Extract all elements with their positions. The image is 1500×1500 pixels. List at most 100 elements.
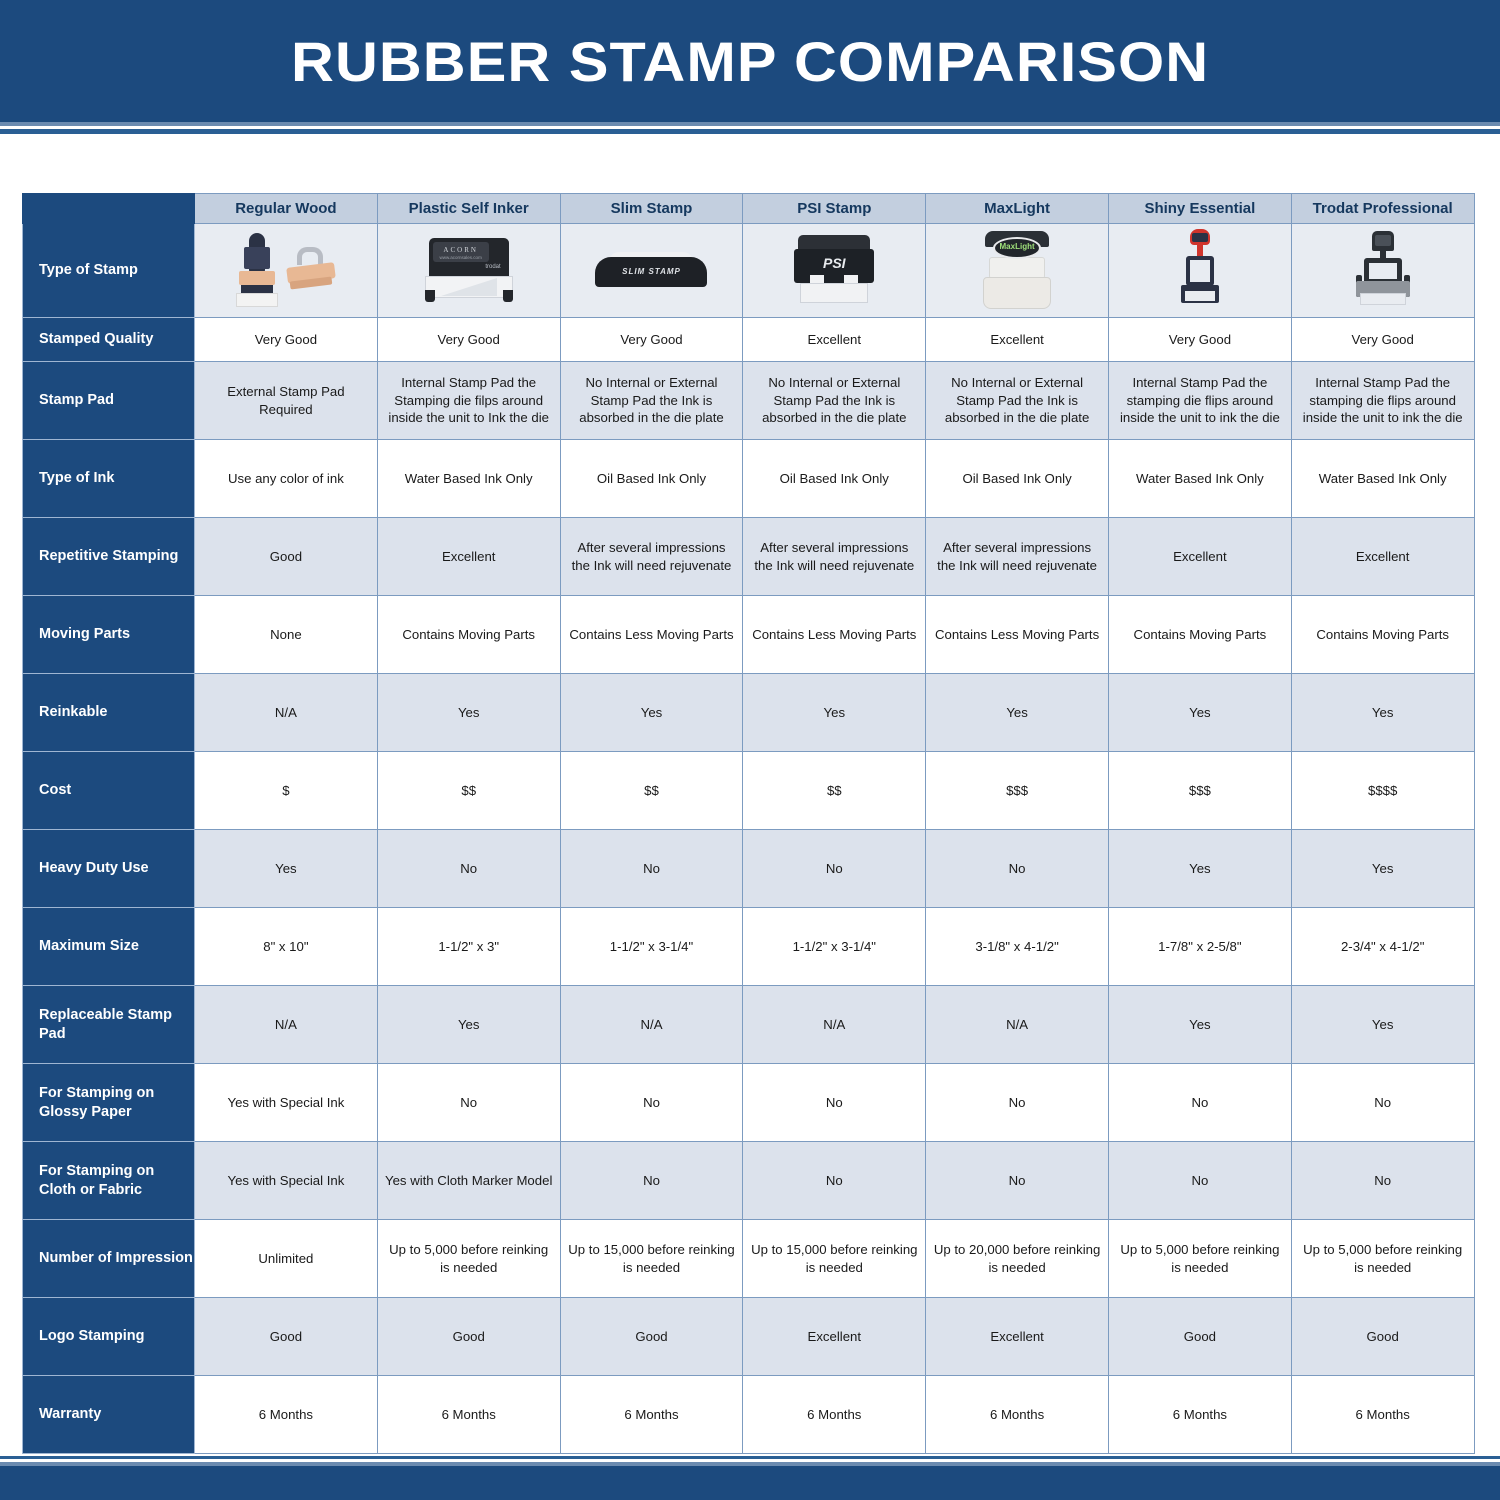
cell-repetitive-stamping-slim-stamp: After several impressions the Ink will n…: [559, 517, 744, 596]
slim-stamp-brand-text: SLIM STAMP: [622, 266, 681, 276]
cell-repetitive-stamping-regular-wood: Good: [194, 517, 378, 596]
cell-replaceable-stamp-pad-shiny-essential: Yes: [1107, 985, 1292, 1064]
cell-replaceable-stamp-pad-regular-wood: N/A: [194, 985, 378, 1064]
cell-type-of-ink-maxlight: Oil Based Ink Only: [925, 439, 1109, 518]
cell-cloth-or-fabric-regular-wood: Yes with Special Ink: [194, 1141, 378, 1220]
page-banner: Rubber Stamp Comparison: [0, 0, 1500, 122]
row-label-cloth-or-fabric: For Stamping on Cloth or Fabric: [22, 1141, 195, 1220]
table-row-cost: Cost $ $$ $$ $$ $$$ $$$ $$$$: [22, 751, 1475, 830]
cell-number-of-impression-slim-stamp: Up to 15,000 before reinking is needed: [559, 1219, 744, 1298]
cell-stamp-pad-plastic-self-inker: Internal Stamp Pad the Stamping die filp…: [376, 361, 561, 440]
cell-glossy-paper-psi-stamp: No: [742, 1063, 927, 1142]
footer-rule-mid: [0, 1459, 1500, 1462]
cell-moving-parts-psi-stamp: Contains Less Moving Parts: [742, 595, 927, 674]
column-header-slim-stamp: Slim Stamp: [559, 193, 744, 224]
cell-stamped-quality-slim-stamp: Very Good: [559, 317, 744, 362]
row-label-reinkable: Reinkable: [22, 673, 195, 752]
stamp-image-cell-trodat-professional: [1290, 223, 1475, 318]
stamp-image-cell-plastic-self-inker: ACORN www.acornsales.com trodat: [376, 223, 561, 318]
cell-maximum-size-slim-stamp: 1-1/2" x 3-1/4": [559, 907, 744, 986]
cell-heavy-duty-use-regular-wood: Yes: [194, 829, 378, 908]
cell-stamp-pad-shiny-essential: Internal Stamp Pad the stamping die flip…: [1107, 361, 1292, 440]
cell-stamped-quality-trodat-professional: Very Good: [1290, 317, 1475, 362]
cell-number-of-impression-maxlight: Up to 20,000 before reinking is needed: [925, 1219, 1109, 1298]
cell-replaceable-stamp-pad-maxlight: N/A: [925, 985, 1109, 1064]
cell-stamped-quality-maxlight: Excellent: [925, 317, 1109, 362]
cell-cloth-or-fabric-trodat-professional: No: [1290, 1141, 1475, 1220]
trodat-professional-icon: [1352, 230, 1414, 311]
cell-stamped-quality-shiny-essential: Very Good: [1107, 317, 1292, 362]
slim-stamp-icon: SLIM STAMP: [595, 251, 708, 291]
cell-heavy-duty-use-trodat-professional: Yes: [1290, 829, 1475, 908]
cell-stamp-pad-slim-stamp: No Internal or External Stamp Pad the In…: [559, 361, 744, 440]
cell-maximum-size-shiny-essential: 1-7/8" x 2-5/8": [1107, 907, 1292, 986]
cell-maximum-size-trodat-professional: 2-3/4" x 4-1/2": [1290, 907, 1475, 986]
cell-repetitive-stamping-trodat-professional: Excellent: [1290, 517, 1475, 596]
column-header-plastic-self-inker: Plastic Self Inker: [376, 193, 561, 224]
psi-logo-text: PSI: [822, 254, 846, 271]
cell-warranty-slim-stamp: 6 Months: [559, 1375, 744, 1454]
cell-repetitive-stamping-shiny-essential: Excellent: [1107, 517, 1292, 596]
cell-repetitive-stamping-maxlight: After several impressions the Ink will n…: [925, 517, 1109, 596]
cell-cost-plastic-self-inker: $$: [376, 751, 561, 830]
cell-moving-parts-shiny-essential: Contains Moving Parts: [1107, 595, 1292, 674]
table-row-number-of-impression: Number of Impression Unlimited Up to 5,0…: [22, 1219, 1475, 1298]
cell-logo-stamping-maxlight: Excellent: [925, 1297, 1109, 1376]
cell-maximum-size-psi-stamp: 1-1/2" x 3-1/4": [742, 907, 927, 986]
row-label-type-of-ink: Type of Ink: [22, 439, 195, 518]
row-label-cost: Cost: [22, 751, 195, 830]
cell-stamp-pad-psi-stamp: No Internal or External Stamp Pad the In…: [742, 361, 927, 440]
cell-logo-stamping-plastic-self-inker: Good: [376, 1297, 561, 1376]
table-row-type-of-ink: Type of Ink Use any color of ink Water B…: [22, 439, 1475, 518]
table-row-logo-stamping: Logo Stamping Good Good Good Excellent E…: [22, 1297, 1475, 1376]
cell-moving-parts-maxlight: Contains Less Moving Parts: [925, 595, 1109, 674]
footer-rule-top: [0, 1456, 1500, 1459]
cell-heavy-duty-use-slim-stamp: No: [559, 829, 744, 908]
table-row-maximum-size: Maximum Size 8" x 10" 1-1/2" x 3" 1-1/2"…: [22, 907, 1475, 986]
table-corner-cell: [22, 193, 195, 224]
cell-stamped-quality-psi-stamp: Excellent: [742, 317, 927, 362]
table-row-cloth-or-fabric: For Stamping on Cloth or Fabric Yes with…: [22, 1141, 1475, 1220]
cell-glossy-paper-regular-wood: Yes with Special Ink: [194, 1063, 378, 1142]
page-footer-bar: [0, 1466, 1500, 1500]
cell-stamp-pad-regular-wood: External Stamp Pad Required: [194, 361, 378, 440]
cell-cost-shiny-essential: $$$: [1107, 751, 1292, 830]
cell-logo-stamping-regular-wood: Good: [194, 1297, 378, 1376]
plastic-sub-text: www.acornsales.com: [439, 254, 482, 260]
cell-moving-parts-plastic-self-inker: Contains Moving Parts: [376, 595, 561, 674]
cell-stamped-quality-regular-wood: Very Good: [194, 317, 378, 362]
cell-type-of-ink-shiny-essential: Water Based Ink Only: [1107, 439, 1292, 518]
comparison-table-wrap: Regular Wood Plastic Self Inker Slim Sta…: [22, 193, 1475, 1454]
cell-replaceable-stamp-pad-trodat-professional: Yes: [1290, 985, 1475, 1064]
plastic-maker-text: trodat: [485, 263, 501, 270]
column-header-psi-stamp: PSI Stamp: [742, 193, 927, 224]
cell-moving-parts-slim-stamp: Contains Less Moving Parts: [559, 595, 744, 674]
cell-replaceable-stamp-pad-slim-stamp: N/A: [559, 985, 744, 1064]
cell-heavy-duty-use-psi-stamp: No: [742, 829, 927, 908]
table-row-heavy-duty-use: Heavy Duty Use Yes No No No No Yes Yes: [22, 829, 1475, 908]
cell-logo-stamping-psi-stamp: Excellent: [742, 1297, 927, 1376]
cell-replaceable-stamp-pad-plastic-self-inker: Yes: [376, 985, 561, 1064]
table-row-warranty: Warranty 6 Months 6 Months 6 Months 6 Mo…: [22, 1375, 1475, 1454]
maxlight-logo-text: MaxLight: [999, 241, 1035, 251]
cell-cloth-or-fabric-maxlight: No: [925, 1141, 1109, 1220]
row-label-warranty: Warranty: [22, 1375, 195, 1454]
cell-warranty-regular-wood: 6 Months: [194, 1375, 378, 1454]
cell-reinkable-regular-wood: N/A: [194, 673, 378, 752]
cell-number-of-impression-regular-wood: Unlimited: [194, 1219, 378, 1298]
table-header-row: Regular Wood Plastic Self Inker Slim Sta…: [22, 193, 1475, 224]
cell-glossy-paper-plastic-self-inker: No: [376, 1063, 561, 1142]
cell-cost-psi-stamp: $$: [742, 751, 927, 830]
cell-reinkable-psi-stamp: Yes: [742, 673, 927, 752]
cell-reinkable-trodat-professional: Yes: [1290, 673, 1475, 752]
cell-logo-stamping-slim-stamp: Good: [559, 1297, 744, 1376]
cell-warranty-psi-stamp: 6 Months: [742, 1375, 927, 1454]
cell-reinkable-slim-stamp: Yes: [559, 673, 744, 752]
cell-repetitive-stamping-plastic-self-inker: Excellent: [376, 517, 561, 596]
row-label-glossy-paper: For Stamping on Glossy Paper: [22, 1063, 195, 1142]
table-row-stamped-quality: Stamped Quality Very Good Very Good Very…: [22, 317, 1475, 362]
stamp-image-cell-regular-wood: [194, 223, 378, 318]
cell-glossy-paper-shiny-essential: No: [1107, 1063, 1292, 1142]
table-row-glossy-paper: For Stamping on Glossy Paper Yes with Sp…: [22, 1063, 1475, 1142]
cell-moving-parts-trodat-professional: Contains Moving Parts: [1290, 595, 1475, 674]
